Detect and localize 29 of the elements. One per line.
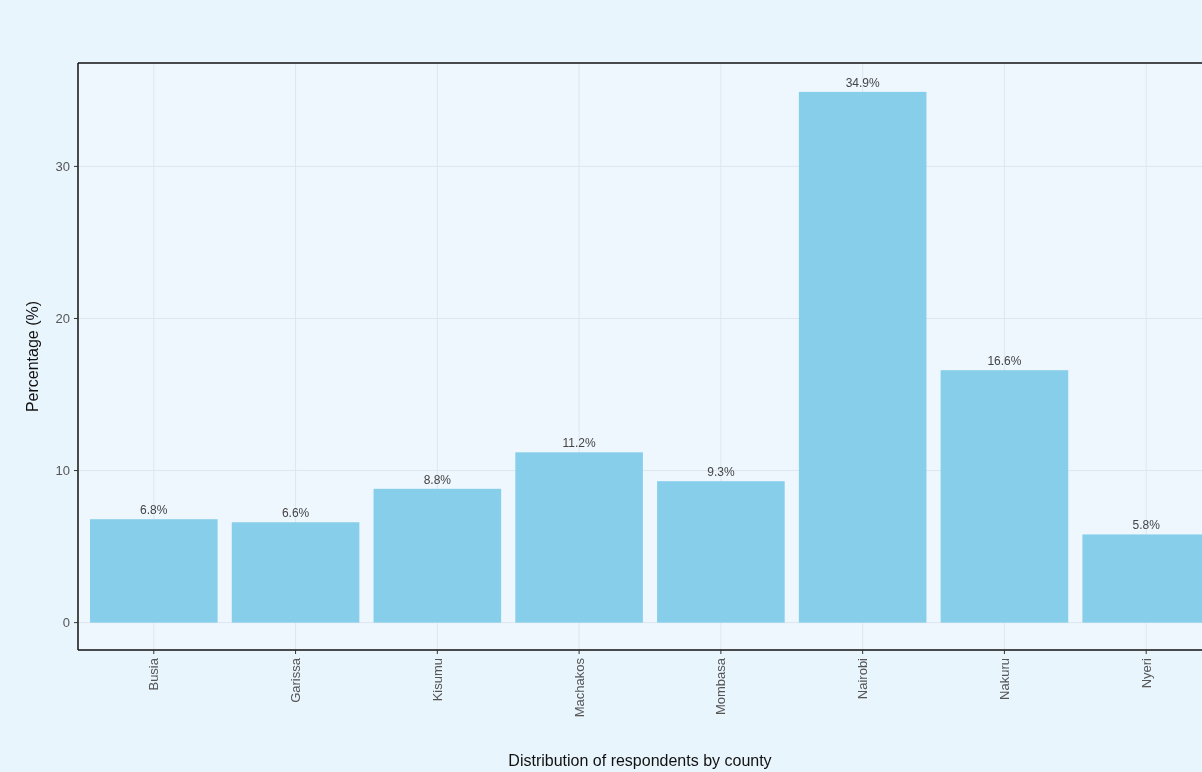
x-axis-title: Distribution of respondents by county [508, 752, 772, 769]
bar [90, 519, 218, 623]
data-label: 6.8% [140, 503, 168, 518]
data-label: 6.6% [281, 506, 310, 521]
x-tick-label: Nairobi [855, 657, 871, 700]
bar [231, 522, 360, 623]
x-tick-label: Garissa [288, 657, 304, 703]
y-tick-label: 0 [62, 615, 70, 631]
data-label: 9.3% [707, 465, 735, 480]
x-tick-label: Machakos [571, 657, 587, 718]
bar [657, 481, 785, 623]
x-tick-label: Nyeri [1138, 657, 1154, 689]
y-tick-label: 30 [55, 158, 70, 174]
x-tick-label: Mombasa [713, 657, 729, 716]
data-label: 34.9% [845, 75, 880, 90]
bar [940, 370, 1069, 623]
y-tick-label: 20 [55, 311, 70, 327]
bar [798, 91, 927, 623]
y-axis-title: Percentage (%) [24, 300, 41, 413]
data-label: 11.2% [562, 436, 597, 451]
x-tick-label: Nakuru [996, 658, 1012, 700]
x-tick-label: Busia [146, 657, 162, 691]
bar [373, 488, 502, 623]
x-tick-label: Kisumu [429, 658, 445, 702]
data-label: 16.6% [987, 354, 1022, 369]
data-label: 8.8% [423, 472, 452, 487]
y-tick-label: 10 [55, 463, 70, 479]
data-label: 5.8% [1132, 518, 1161, 533]
bar [515, 452, 643, 623]
